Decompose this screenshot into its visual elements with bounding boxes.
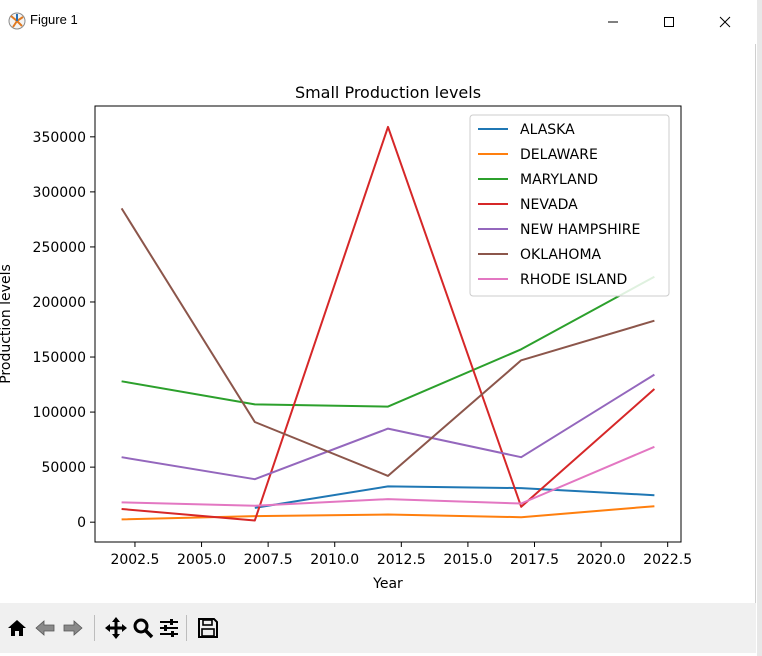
- home-icon: [8, 620, 26, 636]
- back-arrow-icon: [35, 620, 55, 636]
- pan-button[interactable]: [103, 615, 129, 641]
- y-axis-label: Production levels: [0, 264, 14, 384]
- axes-frame: [94, 105, 682, 543]
- zoom-icon: [133, 618, 154, 639]
- x-tick-label: 2007.5: [244, 552, 293, 568]
- x-tick-label: 2022.5: [643, 552, 692, 568]
- legend-label: NEVADA: [520, 197, 578, 213]
- pan-icon: [105, 617, 127, 639]
- configure-subplots-icon: [160, 619, 178, 637]
- x-tick-label: 2005.0: [177, 552, 226, 568]
- maximize-button[interactable]: [646, 0, 692, 44]
- save-button[interactable]: [195, 615, 221, 641]
- forward-arrow-icon: [63, 620, 83, 636]
- x-tick-label: 2010.0: [310, 552, 359, 568]
- y-tick-label: 0: [77, 515, 86, 531]
- minimize-icon: [608, 21, 618, 23]
- maximize-icon: [664, 17, 674, 27]
- window-title: Figure 1: [30, 12, 78, 27]
- y-tick-label: 300000: [33, 185, 86, 201]
- navigation-toolbar: [0, 603, 756, 653]
- y-tick-label: 150000: [33, 350, 86, 366]
- x-tick-label: 2012.5: [377, 552, 426, 568]
- series-line-maryland: [121, 275, 655, 408]
- toolbar-separator: [186, 615, 187, 641]
- zoom-button[interactable]: [130, 615, 156, 641]
- legend-label: NEW HAMPSHIRE: [520, 222, 640, 238]
- legend-label: DELAWARE: [520, 147, 598, 163]
- series-line-alaska: [254, 485, 655, 509]
- x-axis-label: Year: [372, 576, 403, 592]
- series-line-new-hampshire: [121, 373, 655, 481]
- y-tick-label: 250000: [33, 240, 86, 256]
- close-button[interactable]: [702, 0, 748, 44]
- background-window-edge: [757, 0, 762, 656]
- minimize-button[interactable]: [590, 0, 636, 44]
- series-line-delaware: [121, 505, 655, 521]
- legend-label: ALASKA: [520, 122, 575, 138]
- title-bar: Figure 1: [0, 0, 756, 44]
- y-tick-label: 350000: [33, 130, 86, 146]
- series-line-oklahoma: [120, 207, 655, 477]
- forward-button[interactable]: [60, 615, 86, 641]
- x-tick-label: 2002.5: [110, 552, 159, 568]
- configure-subplots-button[interactable]: [156, 615, 182, 641]
- series-line-nevada: [121, 125, 656, 522]
- x-tick-label: 2017.5: [510, 552, 559, 568]
- series-line-rhode-island: [121, 445, 655, 507]
- save-icon: [198, 618, 218, 638]
- x-tick-label: 2020.0: [577, 552, 626, 568]
- chart-title: Small Production levels: [295, 83, 481, 102]
- y-tick-label: 50000: [41, 460, 86, 476]
- toolbar-separator: [94, 615, 95, 641]
- back-button[interactable]: [32, 615, 58, 641]
- y-tick-label: 200000: [33, 295, 86, 311]
- close-icon: [719, 16, 731, 28]
- legend-box: [469, 114, 670, 297]
- x-tick-label: 2015.0: [443, 552, 492, 568]
- y-tick-label: 100000: [33, 405, 86, 421]
- legend-label: RHODE ISLAND: [520, 272, 627, 288]
- home-button[interactable]: [4, 615, 30, 641]
- legend-label: MARYLAND: [520, 172, 598, 188]
- legend-label: OKLAHOMA: [520, 247, 602, 263]
- matplotlib-icon: [8, 12, 26, 30]
- chart-canvas: Small Production levels 2002.5 2005.0 2007.…: [0, 83, 692, 592]
